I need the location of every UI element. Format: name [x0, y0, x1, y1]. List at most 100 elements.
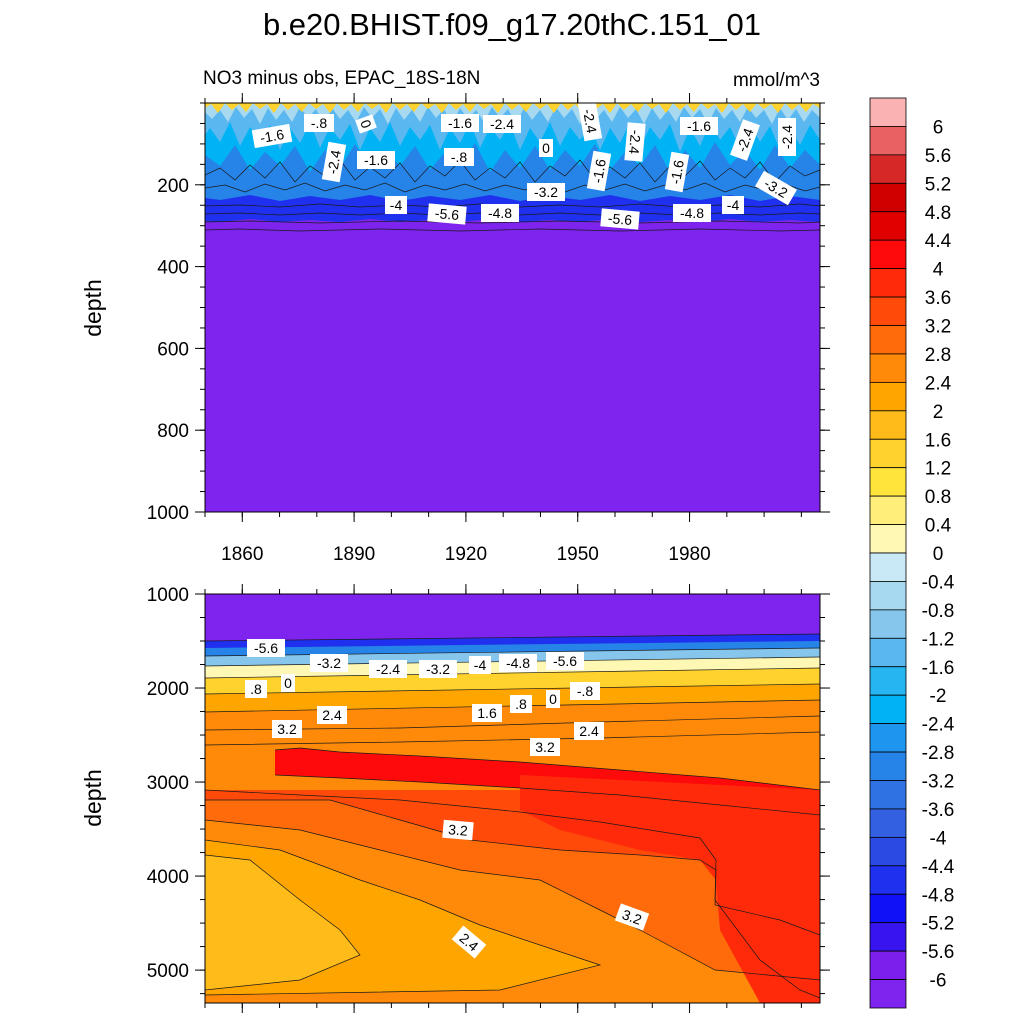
contour-label-text: -3.2 [534, 184, 558, 200]
x-tick-label: 1890 [333, 544, 375, 565]
contour-label-text: -.8 [451, 149, 468, 165]
colorbar-label: 3.6 [925, 288, 951, 309]
bottom-contour-line [205, 854, 361, 991]
colorbar-box [869, 268, 907, 298]
colorbar-label: -2.8 [922, 743, 955, 764]
bottom-plot-frame [204, 593, 821, 1004]
contour-label-text: 3.2 [448, 821, 469, 839]
contour-label: -1.6 [357, 151, 395, 169]
contour-label-bg [673, 204, 711, 222]
colorbar-label: -2.4 [922, 715, 955, 736]
colorbar-box [869, 524, 907, 554]
colorbar-label: -2 [930, 686, 947, 707]
top-fill-band-6 [205, 103, 820, 113]
colorbar-box [869, 381, 907, 412]
contour-label-bg [755, 170, 797, 206]
colorbar-label: -4 [930, 828, 947, 849]
contour-label-text: 0 [549, 691, 557, 707]
contour-label-text: -2.4 [733, 126, 756, 154]
contour-label-text: -2.4 [376, 661, 400, 677]
subtitle-units: mmol/m^3 [733, 70, 820, 91]
contour-label-bg [481, 204, 519, 222]
bottom-contour-line [274, 747, 820, 791]
contour-label-bg [624, 122, 646, 162]
contour-label: 0 [539, 139, 553, 157]
x-tick-label: 1860 [221, 544, 263, 565]
contour-label-text: -2.4 [580, 108, 600, 135]
colorbar-box [869, 126, 907, 156]
contour-label: -5.6 [247, 639, 285, 657]
contour-label: -1.6 [441, 114, 479, 132]
colorbar-box [869, 893, 907, 924]
contour-label: -1.6 [664, 151, 690, 193]
contour-label-bg [451, 925, 487, 959]
contour-label-bg [444, 148, 474, 166]
contour-label-bg [245, 680, 267, 698]
contour-label-text: -1.6 [448, 115, 472, 131]
colorbar-box [869, 438, 907, 469]
contour-label-bg [469, 656, 491, 674]
colorbar-box [869, 325, 907, 355]
bottom-fill-16-wedge [205, 855, 360, 990]
colorbar-label: 4 [933, 260, 944, 281]
x-tick-label: 1980 [668, 544, 710, 565]
contour-label-bg [304, 114, 334, 132]
contour-label: -2.4 [624, 122, 646, 162]
contour-label-text: -3.2 [317, 655, 341, 671]
colorbar-label: 3.2 [925, 317, 951, 338]
y-tick-label: 5000 [147, 961, 189, 982]
contour-label-text: 0 [284, 675, 292, 691]
contour-label-text: -5.6 [254, 640, 278, 656]
colorbar-label: -0.4 [922, 572, 955, 593]
contour-label: -3.2 [419, 660, 457, 678]
contour-label: -1.6 [680, 117, 718, 135]
contour-label: -.8 [304, 114, 334, 132]
y-tick-label: 2000 [147, 679, 189, 700]
colorbar-box [869, 495, 907, 525]
contour-label-bg [385, 196, 407, 214]
bottom-contour-line [205, 799, 820, 936]
y-tick-label: 800 [157, 421, 189, 442]
contour-label: 0 [281, 674, 295, 692]
y-tick-label: 3000 [147, 773, 189, 794]
top-contour-line [205, 182, 820, 193]
colorbar-label: 2 [933, 402, 944, 423]
contour-label: -2.4 [483, 115, 521, 133]
colorbar-box [869, 780, 907, 810]
contour-label: -2.4 [730, 119, 760, 161]
contour-label-bg [539, 139, 553, 157]
colorbar-box [869, 836, 907, 867]
bottom-y-axis-title: depth [80, 769, 106, 827]
colorbar-label: -1.6 [922, 658, 955, 679]
contour-label-text: -1.6 [364, 152, 388, 168]
y-tick-label: 200 [157, 176, 189, 197]
colorbar-box [869, 211, 907, 241]
colorbar-box [869, 808, 907, 838]
colorbar-label: 6 [933, 117, 944, 138]
contour-label: -2.4 [577, 100, 603, 142]
bottom-contour-line [205, 839, 602, 996]
contour-label-bg [614, 903, 650, 931]
colorbar-labels: 6 5.6 5.2 4.8 4.4 4 3.6 3.2 2.8 2.4 2 1.6 1.2 0.8 0.4 0… [922, 117, 955, 991]
contour-label-text: 1.6 [477, 705, 497, 721]
contour-label-bg [321, 141, 347, 183]
contour-label-bg [730, 119, 760, 161]
bottom-axis-ticks [195, 584, 830, 1013]
contour-label: 0 [355, 114, 377, 134]
contour-label-bg [577, 100, 603, 142]
contour-label-text: -4 [474, 657, 487, 673]
contour-label-text: -1.6 [687, 118, 711, 134]
subtitle-left: NO3 minus obs, EPAC_18S-18N [203, 68, 480, 89]
contour-label: -2.4 [778, 118, 796, 156]
contour-label-text: .8 [250, 681, 262, 697]
contour-label-bg [722, 196, 744, 214]
contour-label-text: -1.6 [589, 158, 609, 185]
contour-label-text: 2.4 [579, 723, 599, 739]
colorbar-box [869, 922, 907, 952]
contour-label: -4 [385, 196, 407, 214]
bottom-fill-upper-3 [205, 666, 820, 694]
colorbar-label: 2.8 [925, 345, 951, 366]
contour-label-text: 3.2 [535, 739, 555, 755]
colorbar-box [869, 979, 907, 1009]
